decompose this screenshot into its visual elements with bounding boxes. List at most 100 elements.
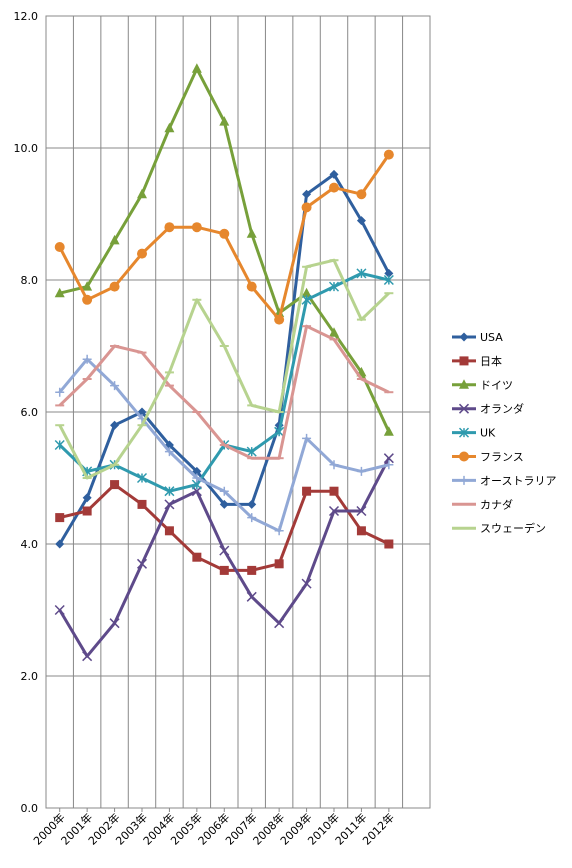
data-point — [356, 466, 366, 476]
legend-item: フランス — [452, 451, 524, 464]
data-point — [246, 446, 257, 457]
series-6 — [55, 354, 394, 536]
legend-item: オーストラリア — [452, 474, 556, 487]
legend-swatch-marker — [459, 475, 469, 485]
series-lines — [54, 63, 394, 662]
data-point — [301, 202, 312, 213]
data-point — [55, 387, 65, 397]
data-point — [301, 287, 312, 298]
data-point — [301, 578, 312, 589]
y-tick-label: 12.0 — [14, 10, 39, 23]
legend-label: オランダ — [480, 402, 524, 416]
data-point — [219, 228, 230, 239]
series-2 — [54, 63, 394, 436]
data-point — [219, 116, 230, 126]
data-point — [329, 327, 339, 337]
legend-item: スウェーデン — [452, 521, 546, 535]
data-point — [246, 591, 257, 602]
data-point — [54, 439, 65, 451]
data-point — [246, 228, 257, 238]
data-point — [55, 539, 65, 549]
legend-swatch-marker — [459, 379, 469, 389]
data-point — [82, 506, 92, 516]
data-point — [329, 486, 339, 496]
data-point — [191, 222, 202, 233]
data-point — [109, 234, 120, 245]
data-point — [55, 513, 65, 523]
legend-label: フランス — [480, 451, 524, 464]
data-point — [384, 460, 394, 470]
data-point — [384, 539, 394, 549]
data-point — [247, 513, 257, 523]
data-point — [356, 505, 367, 517]
legend-label: UK — [480, 427, 496, 440]
legend-item: 日本 — [452, 354, 502, 368]
y-tick-label: 6.0 — [21, 406, 39, 419]
data-point — [192, 473, 202, 483]
data-point — [137, 248, 147, 259]
data-point — [164, 486, 175, 497]
data-point — [246, 281, 257, 292]
series-1 — [55, 480, 394, 575]
data-point — [82, 354, 92, 364]
data-point — [164, 447, 174, 457]
legend-item: ドイツ — [452, 379, 513, 392]
data-point — [329, 460, 339, 470]
data-point — [82, 281, 93, 291]
data-point — [110, 480, 120, 490]
legend-swatch-marker — [459, 356, 469, 366]
data-point — [219, 565, 229, 575]
legend-label: カナダ — [480, 497, 513, 511]
data-point — [247, 565, 257, 575]
data-point — [164, 499, 175, 510]
data-point — [137, 188, 147, 199]
y-tick-label: 2.0 — [21, 670, 39, 683]
data-point — [302, 189, 312, 199]
data-point — [191, 63, 202, 73]
legend-label: ドイツ — [480, 379, 513, 392]
data-point — [110, 381, 120, 391]
data-point — [301, 294, 312, 305]
data-point — [54, 242, 65, 252]
data-point — [383, 274, 394, 286]
legend-item: カナダ — [452, 497, 513, 511]
gridlines — [45, 15, 431, 809]
legend-label: USA — [480, 331, 503, 344]
data-point — [356, 189, 367, 200]
data-point — [219, 545, 230, 556]
y-tick-label: 0.0 — [21, 802, 39, 815]
data-point — [82, 651, 93, 662]
series-8 — [55, 258, 394, 480]
data-point — [164, 526, 174, 536]
data-point — [274, 559, 284, 569]
legend-label: 日本 — [480, 354, 502, 368]
y-tick-label: 8.0 — [21, 274, 39, 287]
data-point — [274, 426, 285, 437]
data-point — [247, 499, 257, 509]
data-point — [356, 268, 367, 279]
data-point — [54, 604, 65, 616]
legend-swatch-marker — [459, 451, 469, 462]
data-point — [164, 222, 175, 233]
y-tick-label: 10.0 — [14, 142, 39, 155]
series-5 — [54, 149, 394, 325]
data-point — [192, 466, 202, 476]
data-point — [136, 472, 148, 484]
data-point — [384, 268, 394, 278]
data-point — [383, 426, 394, 436]
data-point — [356, 216, 366, 226]
data-point — [109, 618, 120, 629]
legend-item: USA — [452, 331, 503, 344]
data-point — [109, 281, 120, 292]
data-point — [302, 433, 312, 443]
legend-swatch-marker — [458, 427, 470, 438]
legend-label: スウェーデン — [480, 521, 546, 535]
data-point — [274, 314, 285, 325]
legend-label: オーストラリア — [480, 474, 556, 487]
legend-swatch-marker — [459, 332, 469, 342]
data-point — [110, 420, 120, 430]
data-point — [219, 486, 229, 496]
data-point — [274, 526, 284, 536]
data-point — [137, 499, 147, 509]
